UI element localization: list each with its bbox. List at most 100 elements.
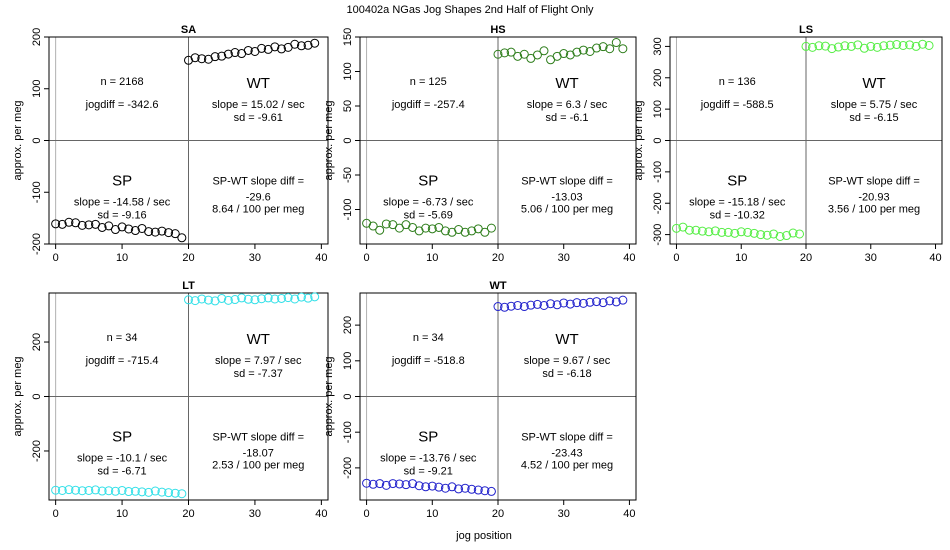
- data-point: [552, 300, 562, 310]
- x-tick-label: 0: [53, 252, 59, 264]
- data-point: [539, 300, 549, 310]
- data-point: [64, 217, 74, 227]
- x-tick-label: 40: [623, 252, 635, 264]
- x-tick-label: 20: [800, 252, 812, 264]
- slope-diff-value: -13.03: [551, 191, 582, 203]
- data-point: [546, 299, 556, 309]
- data-point: [801, 41, 811, 51]
- stat-n: n = 2168: [101, 76, 144, 88]
- y-tick-label: 0: [342, 393, 354, 399]
- data-point: [460, 483, 470, 493]
- x-tick-label: 20: [182, 252, 194, 264]
- data-point: [618, 295, 628, 305]
- wt-sd: sd = -6.18: [542, 368, 591, 380]
- slope-diff-label: SP-WT slope diff =: [212, 431, 304, 443]
- data-point: [184, 295, 193, 305]
- data-point: [270, 42, 280, 52]
- data-point: [480, 486, 490, 496]
- data-point: [421, 223, 431, 233]
- data-point: [91, 485, 100, 495]
- data-point: [618, 44, 628, 54]
- data-point: [270, 294, 280, 304]
- stat-jogdiff: jogdiff = -518.8: [391, 355, 465, 367]
- slope-diff-rate: 2.53 / 100 per meg: [212, 459, 304, 471]
- wt-label: WT: [247, 331, 270, 348]
- data-point: [310, 38, 320, 48]
- x-tick-label: 20: [182, 508, 194, 520]
- data-point: [257, 43, 267, 53]
- data-point: [283, 293, 293, 303]
- panel-title: LT: [182, 280, 195, 292]
- data-point: [454, 484, 464, 494]
- data-point: [506, 301, 516, 311]
- panel-lt: LT approx. per meg 0 10 20 30 40 -200 0 200 n = 34…: [12, 280, 329, 520]
- slope-diff-label: SP-WT slope diff =: [212, 175, 304, 187]
- data-point: [184, 55, 193, 65]
- data-point: [250, 295, 260, 305]
- data-point: [911, 41, 921, 51]
- data-point: [408, 479, 418, 489]
- data-point: [177, 233, 187, 243]
- data-point: [217, 293, 227, 303]
- panel-title: LS: [799, 24, 813, 36]
- slope-diff-value: -20.93: [858, 191, 889, 203]
- data-point: [170, 229, 180, 239]
- y-axis-label: approx. per meg: [323, 356, 335, 436]
- x-tick-label: 0: [673, 252, 679, 264]
- data-point: [144, 227, 154, 237]
- data-point: [303, 40, 313, 50]
- wt-slope: slope = 7.97 / sec: [215, 355, 302, 367]
- data-point: [559, 49, 569, 59]
- wt-slope: slope = 6.3 / sec: [527, 99, 608, 111]
- data-point: [203, 295, 213, 305]
- slope-diff-value: -29.6: [246, 191, 271, 203]
- data-point: [137, 487, 147, 497]
- data-point: [375, 479, 385, 489]
- data-point: [263, 293, 273, 303]
- data-point: [513, 51, 523, 61]
- y-tick-label: 200: [342, 316, 354, 334]
- data-point: [440, 226, 450, 236]
- y-tick-label: -200: [652, 192, 664, 214]
- data-point: [362, 478, 372, 488]
- data-point: [290, 39, 300, 49]
- sp-sd: sd = -5.69: [404, 209, 453, 221]
- data-point: [592, 43, 602, 53]
- stat-jogdiff: jogdiff = -588.5: [700, 99, 774, 111]
- x-tick-label: 40: [929, 252, 941, 264]
- sp-slope: slope = -13.76 / sec: [380, 452, 477, 464]
- data-point: [263, 44, 273, 54]
- data-point: [197, 54, 207, 64]
- sp-sd: sd = -9.21: [404, 465, 453, 477]
- data-point: [493, 302, 503, 312]
- slope-diff-rate: 8.64 / 100 per meg: [212, 203, 304, 215]
- data-point: [190, 53, 200, 63]
- wt-label: WT: [555, 75, 578, 92]
- x-tick-label: 20: [492, 252, 504, 264]
- data-point: [421, 482, 431, 492]
- data-point: [769, 229, 779, 239]
- data-point: [84, 485, 94, 495]
- data-point: [697, 226, 707, 236]
- data-point: [97, 222, 107, 232]
- y-tick-label: 200: [31, 28, 43, 46]
- data-point: [440, 483, 450, 493]
- data-point: [150, 227, 160, 237]
- wt-slope: slope = 15.02 / sec: [212, 99, 305, 111]
- data-point: [164, 488, 174, 498]
- data-point: [924, 40, 934, 50]
- data-point: [605, 296, 615, 306]
- y-tick-label: -100: [342, 421, 354, 443]
- data-point: [117, 485, 127, 495]
- data-point: [434, 482, 444, 492]
- data-point: [296, 292, 306, 302]
- x-tick-label: 30: [249, 508, 261, 520]
- data-point: [710, 226, 720, 236]
- data-point: [592, 297, 602, 307]
- figure-title: 100402a NGas Jog Shapes 2nd Half of Flig…: [346, 4, 594, 16]
- data-point: [736, 227, 746, 237]
- x-tick-label: 0: [53, 508, 59, 520]
- panel-title: SA: [181, 24, 196, 36]
- data-point: [460, 227, 470, 237]
